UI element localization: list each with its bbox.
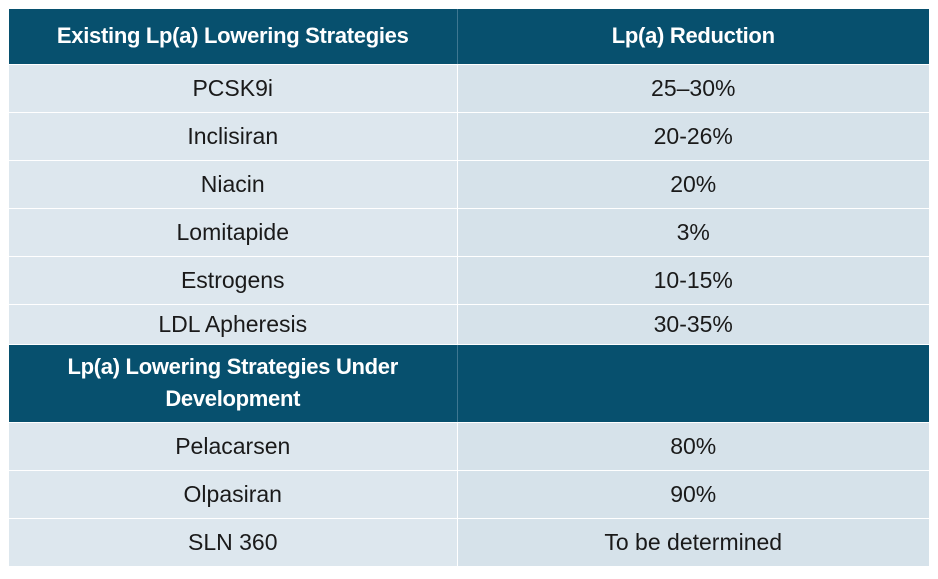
table-row: PCSK9i 25–30%: [9, 64, 929, 113]
reduction-cell: 10-15%: [457, 256, 929, 305]
strategy-cell: Inclisiran: [9, 112, 458, 161]
strategy-cell: PCSK9i: [9, 64, 458, 113]
table-header-row: Existing Lp(a) Lowering Strategies Lp(a)…: [9, 9, 929, 65]
header-reduction: Lp(a) Reduction: [457, 9, 929, 65]
table-row: Lomitapide 3%: [9, 208, 929, 257]
lpa-strategies-table: Existing Lp(a) Lowering Strategies Lp(a)…: [9, 9, 929, 567]
reduction-cell: 20-26%: [457, 112, 929, 161]
reduction-cell: To be determined: [457, 518, 929, 567]
strategy-cell: SLN 360: [9, 518, 458, 567]
table-row: Inclisiran 20-26%: [9, 112, 929, 161]
strategy-cell: LDL Apheresis: [9, 304, 458, 345]
header-development-blank: [457, 344, 929, 423]
reduction-cell: 90%: [457, 470, 929, 519]
reduction-cell: 80%: [457, 422, 929, 471]
reduction-cell: 20%: [457, 160, 929, 209]
reduction-cell: 30-35%: [457, 304, 929, 345]
table-row: Pelacarsen 80%: [9, 422, 929, 471]
development-header-row: Lp(a) Lowering Strategies Under Developm…: [9, 344, 929, 423]
strategy-cell: Niacin: [9, 160, 458, 209]
reduction-cell: 25–30%: [457, 64, 929, 113]
table-row: LDL Apheresis 30-35%: [9, 304, 929, 345]
table-row: Estrogens 10-15%: [9, 256, 929, 305]
strategy-cell: Olpasiran: [9, 470, 458, 519]
table-row: Olpasiran 90%: [9, 470, 929, 519]
strategy-cell: Pelacarsen: [9, 422, 458, 471]
reduction-cell: 3%: [457, 208, 929, 257]
strategy-cell: Lomitapide: [9, 208, 458, 257]
strategy-cell: Estrogens: [9, 256, 458, 305]
header-development-strategies: Lp(a) Lowering Strategies Under Developm…: [9, 344, 458, 423]
table-row: Niacin 20%: [9, 160, 929, 209]
table-row: SLN 360 To be determined: [9, 518, 929, 567]
header-strategies: Existing Lp(a) Lowering Strategies: [9, 9, 458, 65]
